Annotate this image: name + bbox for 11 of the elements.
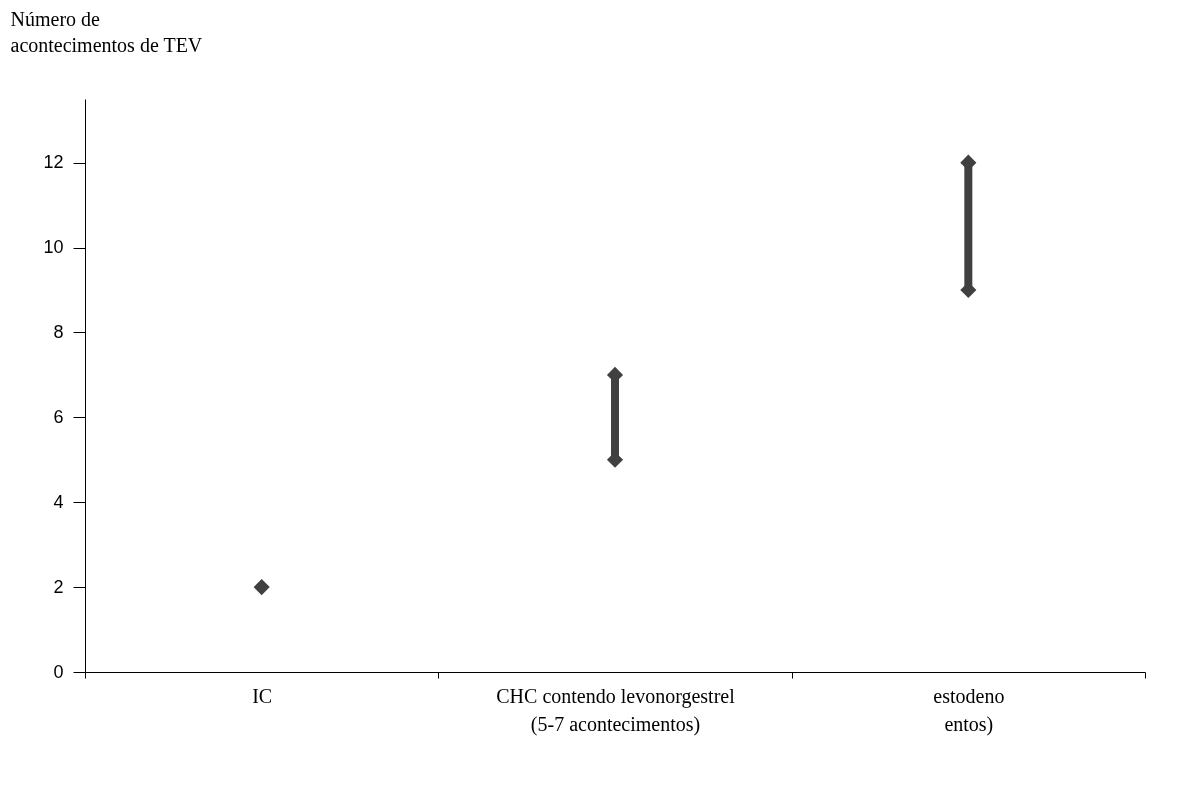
y-tick-label: 6 xyxy=(53,406,64,427)
x-tick-label: IC xyxy=(252,684,273,707)
y-tick-label: 10 xyxy=(43,237,64,258)
y-tick-label: 2 xyxy=(53,576,64,597)
y-tick-label: 0 xyxy=(53,661,64,682)
x-tick-label: CHC contendo levonorgestrel (5-7 acontecimentos) xyxy=(496,684,736,736)
y-tick-label: 12 xyxy=(43,152,64,173)
y-axis-title: Número de acontecimentos de TEV xyxy=(10,7,203,56)
y-tick-label: 8 xyxy=(53,321,64,342)
y-tick-label: 4 xyxy=(53,491,64,512)
x-tick-label: estodeno entos) xyxy=(933,684,1005,736)
